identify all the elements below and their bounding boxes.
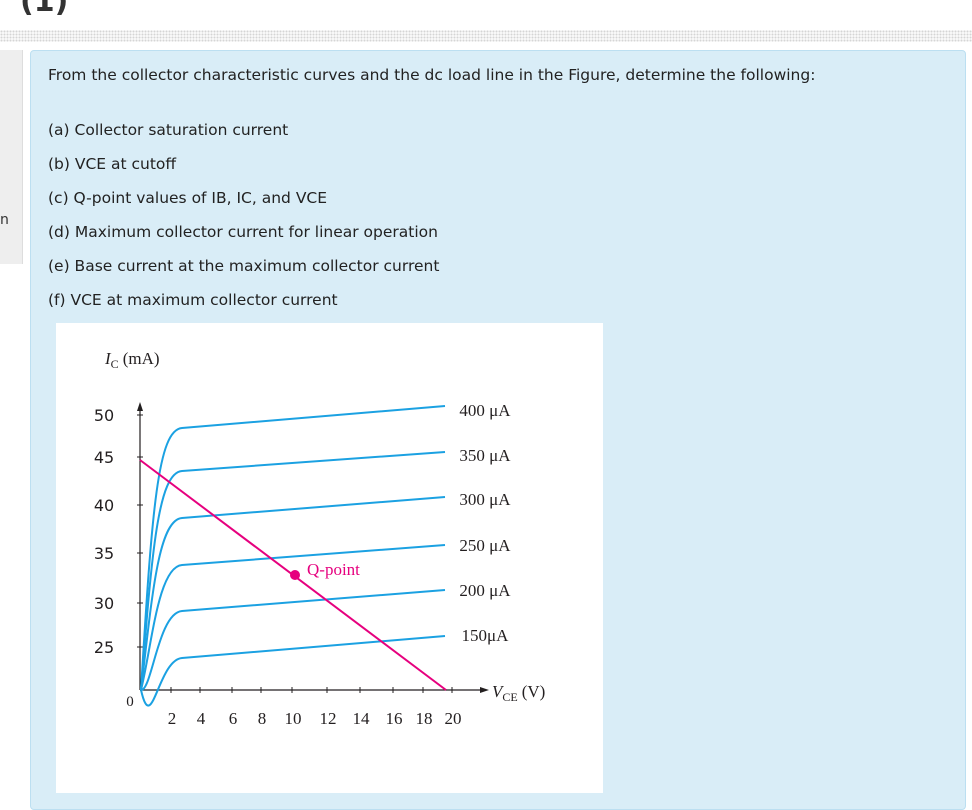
y-axis-arrow <box>137 402 143 411</box>
curve-label: 200 μA <box>459 581 511 600</box>
y-tick-label: 50 <box>94 406 114 425</box>
x-tick-label: 8 <box>258 709 267 728</box>
characteristic-curve <box>140 405 446 691</box>
y-tick-label: 30 <box>94 594 114 613</box>
question-item: (d) Maximum collector current for linear… <box>48 223 438 241</box>
y-label-symbol: I <box>104 349 112 368</box>
y-tick-label: 25 <box>94 638 114 657</box>
x-tick-label: 16 <box>386 709 403 728</box>
characteristic-curve <box>140 544 446 691</box>
y-tick-label: 35 <box>94 544 114 563</box>
x-tick-label: 10 <box>285 709 302 728</box>
question-item: (f) VCE at maximum collector current <box>48 291 338 309</box>
x-tick-label: 18 <box>416 709 433 728</box>
y-axis-label: IC (mA) <box>104 349 160 371</box>
curve-label: 250 μA <box>459 536 511 555</box>
characteristic-curve <box>140 451 446 691</box>
curve-label: 400 μA <box>459 401 511 420</box>
q-point-label: Q-point <box>307 560 360 579</box>
x-tick-label: 14 <box>353 709 371 728</box>
sidebar: n <box>0 50 23 264</box>
question-item: (a) Collector saturation current <box>48 121 289 139</box>
x-tick-label: 20 <box>445 709 462 728</box>
x-tick-label: 2 <box>168 709 177 728</box>
question-item: (b) VCE at cutoff <box>48 155 177 173</box>
y-tick-label: 45 <box>94 448 114 467</box>
sidebar-text: n <box>0 212 9 228</box>
origin-label: 0 <box>126 694 134 710</box>
curve-label: 300 μA <box>459 490 511 509</box>
x-axis-label: VCE (V) <box>492 682 545 704</box>
x-label-symbol: V <box>492 682 505 701</box>
x-tick-label: 4 <box>197 709 206 728</box>
y-label-unit: (mA) <box>123 349 160 368</box>
question-item: (c) Q-point values of IB, IC, and VCE <box>48 189 328 207</box>
x-label-unit: (V) <box>522 682 546 701</box>
figure-background <box>56 323 603 793</box>
y-label-subscript: C <box>111 357 119 371</box>
question-item: (e) Base current at the maximum collecto… <box>48 257 440 275</box>
x-tick-label: 12 <box>320 709 337 728</box>
characteristic-curve <box>140 635 446 707</box>
x-axis-arrow <box>480 687 489 693</box>
figure: IC (mA) 50 45 40 35 30 25 0 2 4 6 8 10 12 14 16 18 20 VCE (V… <box>56 323 603 793</box>
q-point <box>290 570 300 580</box>
page-heading: (1) <box>0 0 972 16</box>
curve-label: 150μA <box>462 626 510 645</box>
characteristic-curve <box>140 589 446 691</box>
x-tick-label: 6 <box>229 709 238 728</box>
separator <box>0 30 972 42</box>
y-tick-label: 40 <box>94 496 114 515</box>
characteristic-curve <box>140 496 446 691</box>
question-intro: From the collector characteristic curves… <box>48 66 816 84</box>
x-label-subscript: CE <box>502 690 517 704</box>
curve-label: 350 μA <box>459 446 511 465</box>
